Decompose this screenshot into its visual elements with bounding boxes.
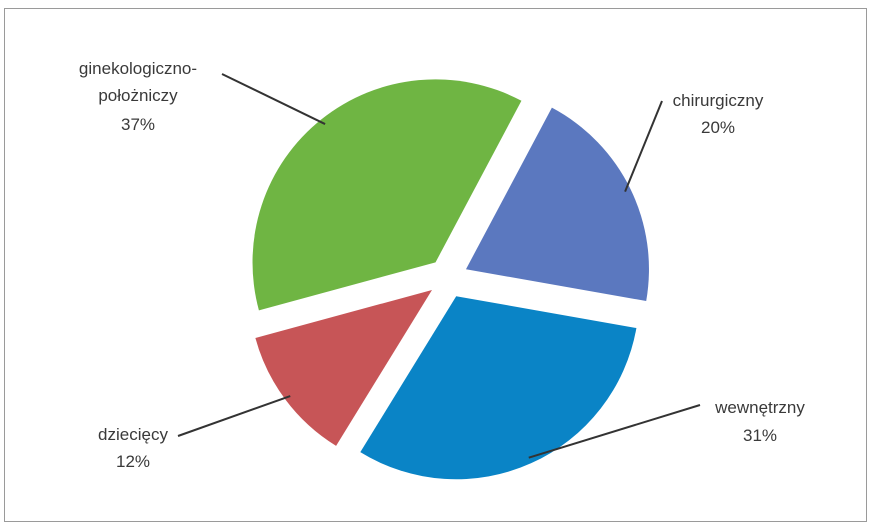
slice-label-dziecięcy: dziecięcy bbox=[98, 425, 168, 444]
leader-line bbox=[221, 73, 326, 125]
slice-label-ginekologiczno-line1: ginekologiczno- bbox=[79, 59, 197, 78]
slice-label-ginekologiczno-line2: położniczy bbox=[98, 86, 178, 105]
label-ginekologiczno: ginekologiczno- położniczy 37% bbox=[79, 59, 197, 134]
leader-line bbox=[528, 404, 701, 459]
label-dziecięcy: dziecięcy 12% bbox=[98, 425, 168, 471]
pie-slice-chirurgiczny bbox=[465, 107, 649, 302]
slice-label-wewnetrzny: wewnętrzny bbox=[714, 398, 805, 417]
pie-slices bbox=[252, 79, 649, 480]
pie-slice-ginekologiczno bbox=[252, 79, 522, 311]
leader-line bbox=[177, 395, 291, 437]
leader-line bbox=[624, 100, 663, 193]
label-chirurgiczny: chirurgiczny 20% bbox=[673, 91, 764, 137]
slice-value-wewnetrzny: 31% bbox=[743, 426, 777, 445]
pie-slice-wewnętrzny bbox=[360, 296, 637, 480]
label-wewnetrzny: wewnętrzny 31% bbox=[714, 398, 805, 445]
slice-value-ginekologiczno: 37% bbox=[121, 115, 155, 134]
slice-label-chirurgiczny: chirurgiczny bbox=[673, 91, 764, 110]
leader-lines bbox=[177, 73, 701, 459]
pie-slice-dziecięcy bbox=[255, 289, 432, 446]
slice-value-chirurgiczny: 20% bbox=[701, 118, 735, 137]
slice-value-dziecięcy: 12% bbox=[116, 452, 150, 471]
